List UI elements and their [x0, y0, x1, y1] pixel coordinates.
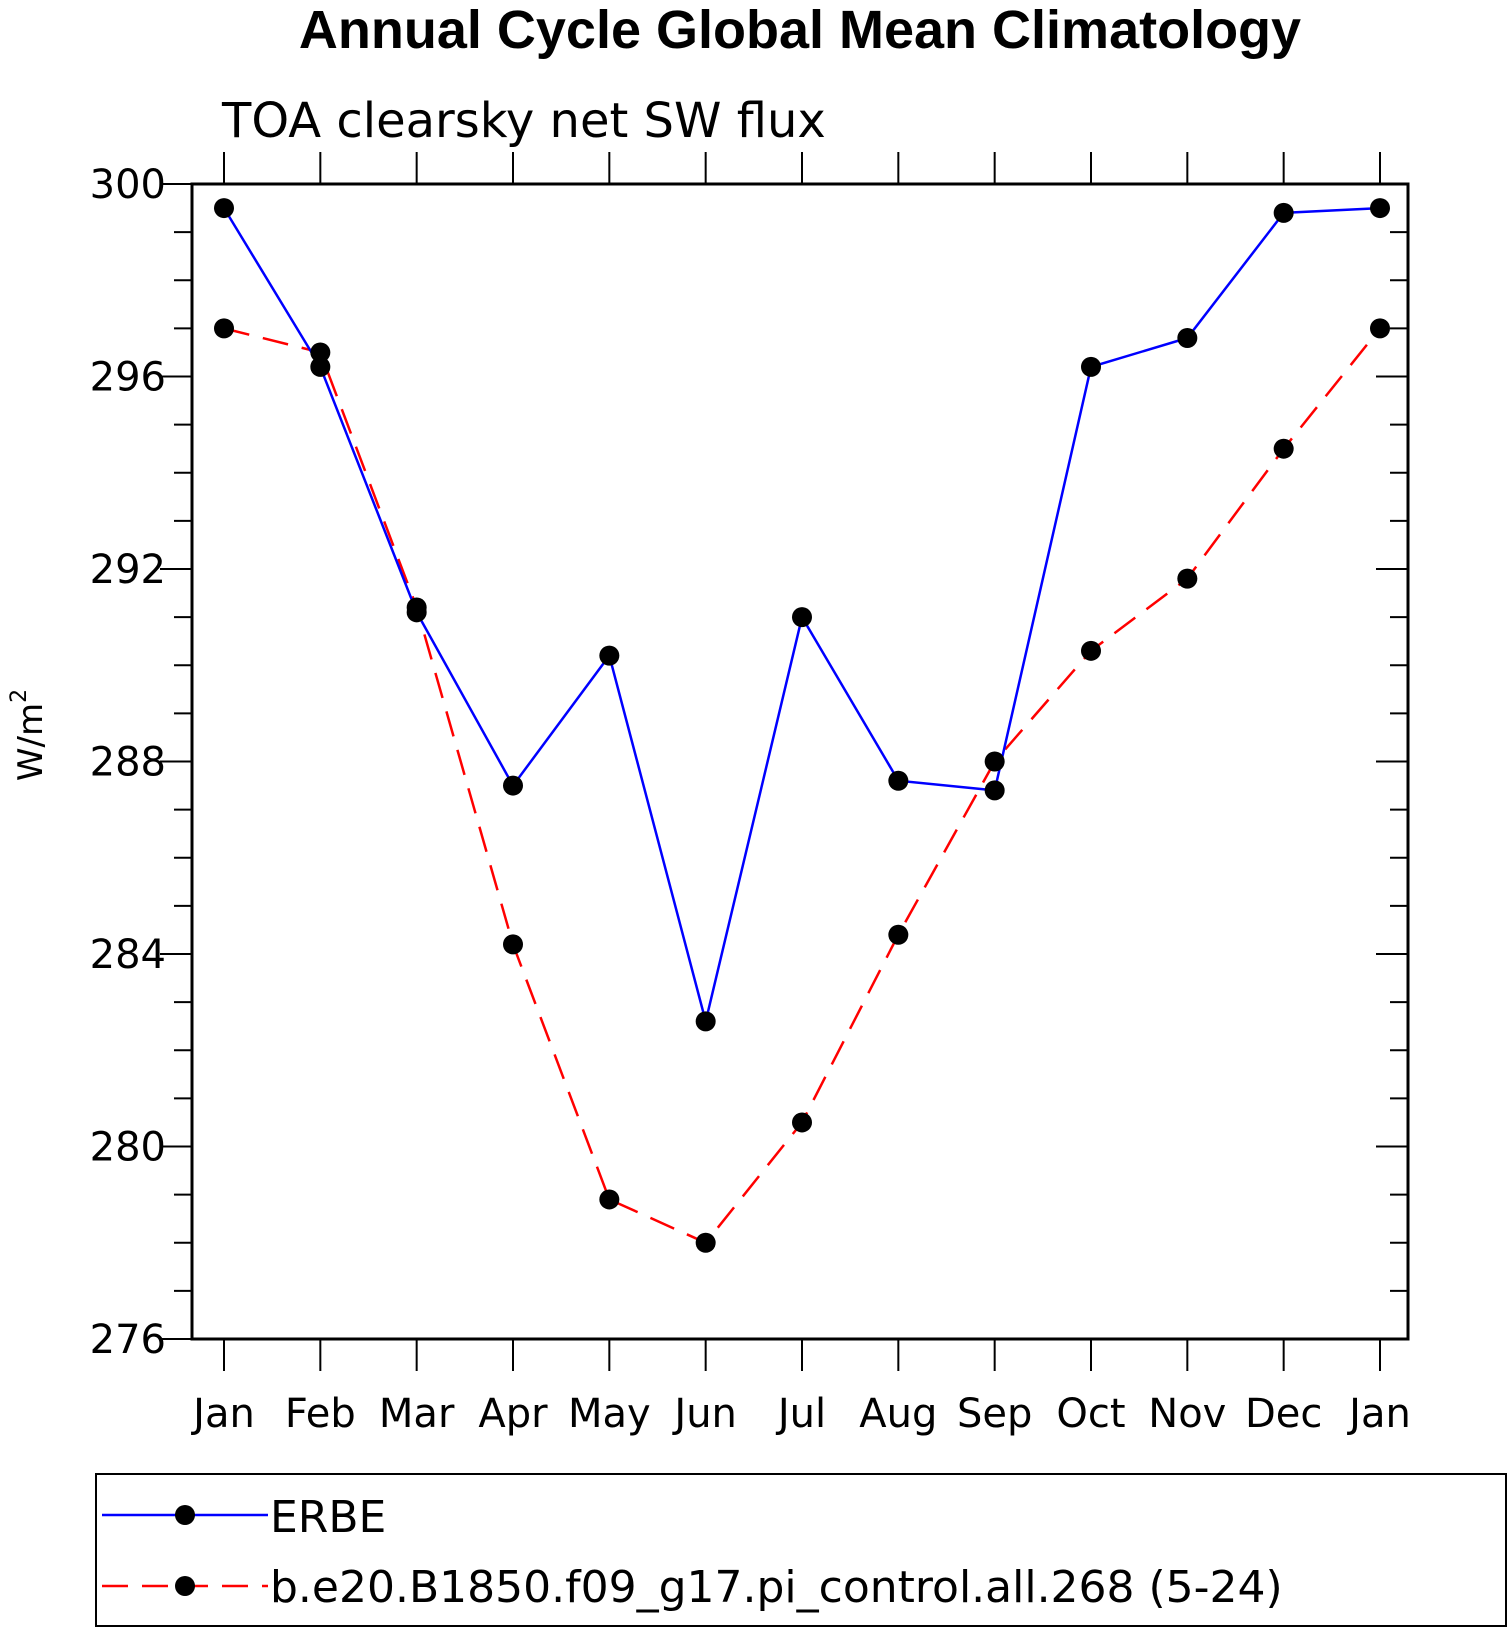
data-point-series-1	[695, 1232, 716, 1253]
data-point-series-0	[1370, 198, 1390, 219]
chart-subtitle: TOA clearsky net SW flux	[221, 93, 826, 149]
legend-label-erbe: ERBE	[270, 1492, 386, 1543]
x-tick-label: Nov	[1148, 1391, 1226, 1437]
x-tick-label: Sep	[957, 1391, 1032, 1437]
data-point-series-1	[310, 342, 331, 363]
y-tick-label: 300	[90, 162, 166, 208]
x-tick-label: Feb	[285, 1391, 356, 1437]
data-point-series-1	[214, 318, 234, 339]
data-point-series-0	[888, 770, 909, 791]
data-point-series-0	[1273, 202, 1294, 223]
chart-title: Annual Cycle Global Mean Climatology	[299, 0, 1301, 60]
data-point-series-1	[1370, 318, 1390, 339]
data-point-series-0	[214, 198, 234, 219]
x-tick-label: Jun	[671, 1391, 737, 1437]
data-point-series-0	[1177, 328, 1198, 348]
y-axis-label: W/m2	[7, 689, 51, 781]
data-point-series-0	[1081, 356, 1101, 377]
legend: ERBE b.e20.B1850.f09_g17.pi_control.all.…	[95, 1473, 1507, 1627]
plot-frame	[190, 182, 1410, 1341]
x-tick-label: Jul	[775, 1391, 826, 1437]
x-tick-label: May	[568, 1391, 651, 1437]
y-tick-label: 296	[90, 355, 166, 401]
x-tick-label: Jan	[190, 1391, 255, 1437]
legend-box	[95, 1473, 1507, 1627]
data-point-series-0	[599, 645, 620, 666]
data-point-series-1	[792, 1112, 812, 1133]
x-tick-label: Apr	[478, 1391, 548, 1437]
data-point-series-1	[888, 924, 909, 945]
x-tick-label: Mar	[379, 1391, 455, 1437]
series-layer	[214, 198, 1390, 1253]
axes: 276 280 284 288 292 296 300 Jan Feb Mar Apr May Jun J…	[90, 152, 1411, 1437]
x-tick-label: Aug	[859, 1391, 937, 1437]
x-tick-label: Jan	[1346, 1391, 1411, 1437]
legend-label-model: b.e20.B1850.f09_g17.pi_control.all.268 (…	[270, 1562, 1283, 1613]
data-point-series-0	[695, 1011, 716, 1032]
y-tick-label: 276	[90, 1317, 166, 1363]
data-point-series-1	[1177, 568, 1198, 589]
series-line-1	[223, 327, 1381, 1245]
data-point-series-1	[599, 1189, 620, 1210]
legend-marker-erbe	[175, 1505, 195, 1525]
x-tick-label: Oct	[1056, 1391, 1125, 1437]
data-point-series-1	[503, 934, 523, 955]
data-point-series-0	[406, 602, 427, 623]
y-axis-label-base: W/m	[11, 703, 51, 781]
y-axis-label-superscript: 2	[7, 689, 32, 703]
data-point-series-0	[792, 607, 812, 628]
data-point-series-0	[310, 356, 331, 377]
data-point-series-1	[1081, 640, 1101, 661]
data-point-series-0	[503, 775, 523, 796]
legend-marker-model	[175, 1576, 195, 1596]
data-point-series-1	[984, 751, 1005, 772]
data-point-series-1	[1273, 438, 1294, 459]
x-tick-label: Dec	[1245, 1391, 1322, 1437]
y-tick-label: 280	[90, 1125, 166, 1171]
y-tick-label: 288	[90, 740, 166, 786]
y-tick-label: 284	[90, 932, 166, 978]
data-point-series-0	[984, 780, 1005, 801]
y-tick-label: 292	[90, 547, 166, 593]
